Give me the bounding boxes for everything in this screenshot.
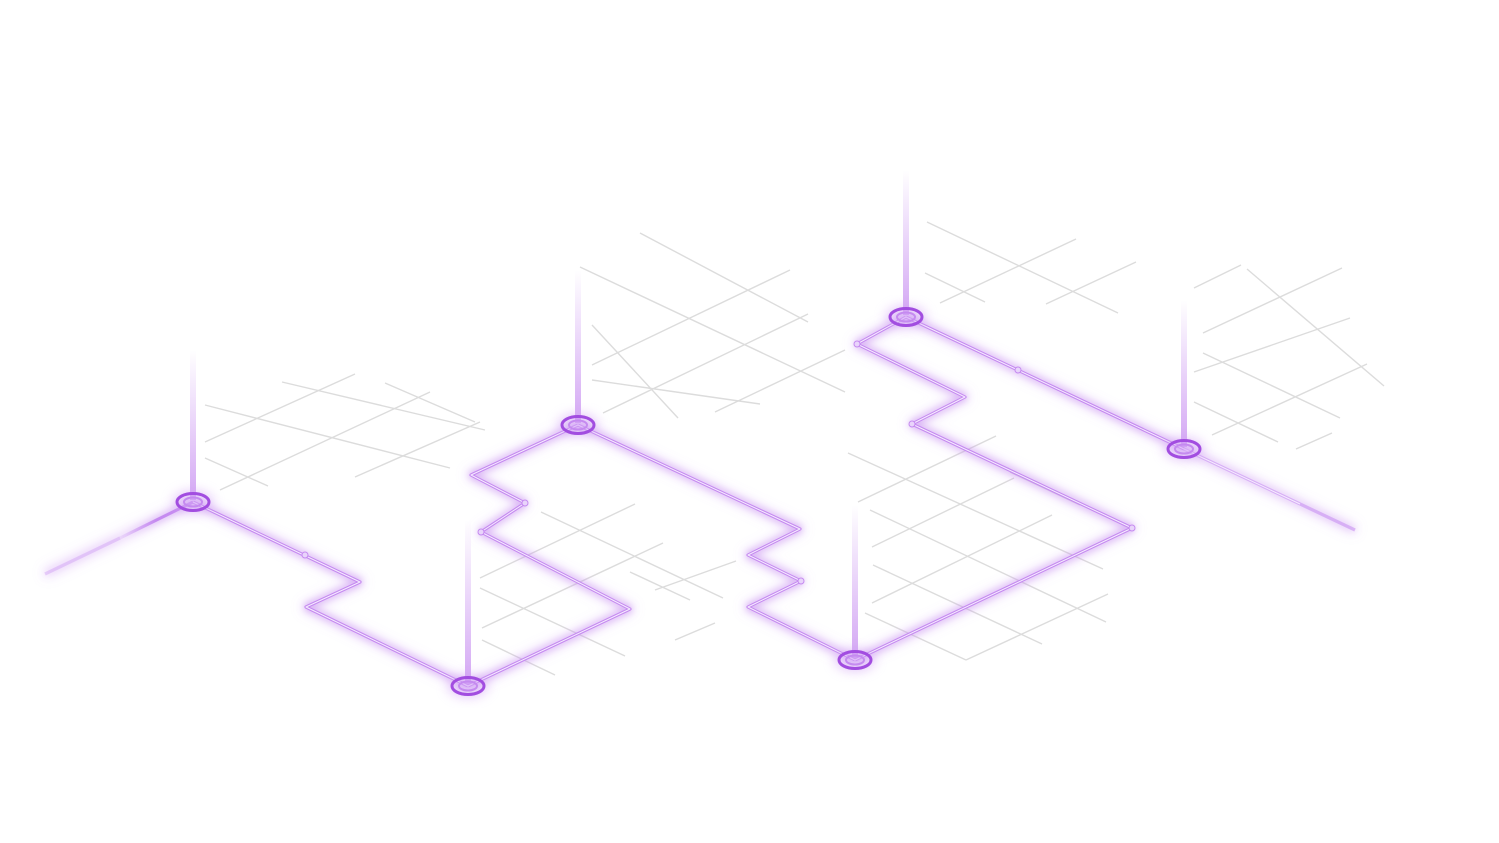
route-segment — [577, 423, 856, 662]
junction-dot — [853, 340, 861, 348]
grid-patch — [204, 373, 486, 491]
grid-layer — [204, 221, 1385, 676]
grid-patch — [479, 503, 737, 676]
route-core-layer — [192, 316, 1301, 687]
network-node — [558, 414, 598, 436]
grid-patch — [579, 232, 846, 419]
junction-dot — [521, 499, 529, 507]
node-beam — [903, 170, 909, 315]
grid-patch — [1193, 264, 1385, 450]
junction-dot — [301, 551, 309, 559]
route-layer — [44, 315, 1356, 688]
route-segment — [192, 500, 469, 688]
grid-patch — [847, 435, 1109, 661]
network-node — [886, 306, 926, 328]
node-beam — [1181, 300, 1187, 447]
network-node — [173, 491, 213, 513]
beam-layer — [190, 170, 1187, 684]
node-beam — [190, 350, 196, 500]
junction-dot — [908, 420, 916, 428]
node-beam — [575, 270, 581, 423]
node-layer — [173, 306, 1204, 697]
junction-dot — [1014, 366, 1022, 374]
junction-layer — [301, 340, 1136, 585]
network-node — [448, 675, 488, 697]
route-halo-layer — [43, 313, 1357, 690]
node-beam — [465, 520, 471, 684]
junction-dot — [477, 528, 485, 536]
network-node — [835, 649, 875, 671]
grid-patch — [924, 221, 1137, 314]
network-node — [1164, 438, 1204, 460]
junction-dot — [797, 577, 805, 585]
route-segment — [44, 536, 121, 576]
node-beam — [852, 505, 858, 658]
junction-dot — [1128, 524, 1136, 532]
